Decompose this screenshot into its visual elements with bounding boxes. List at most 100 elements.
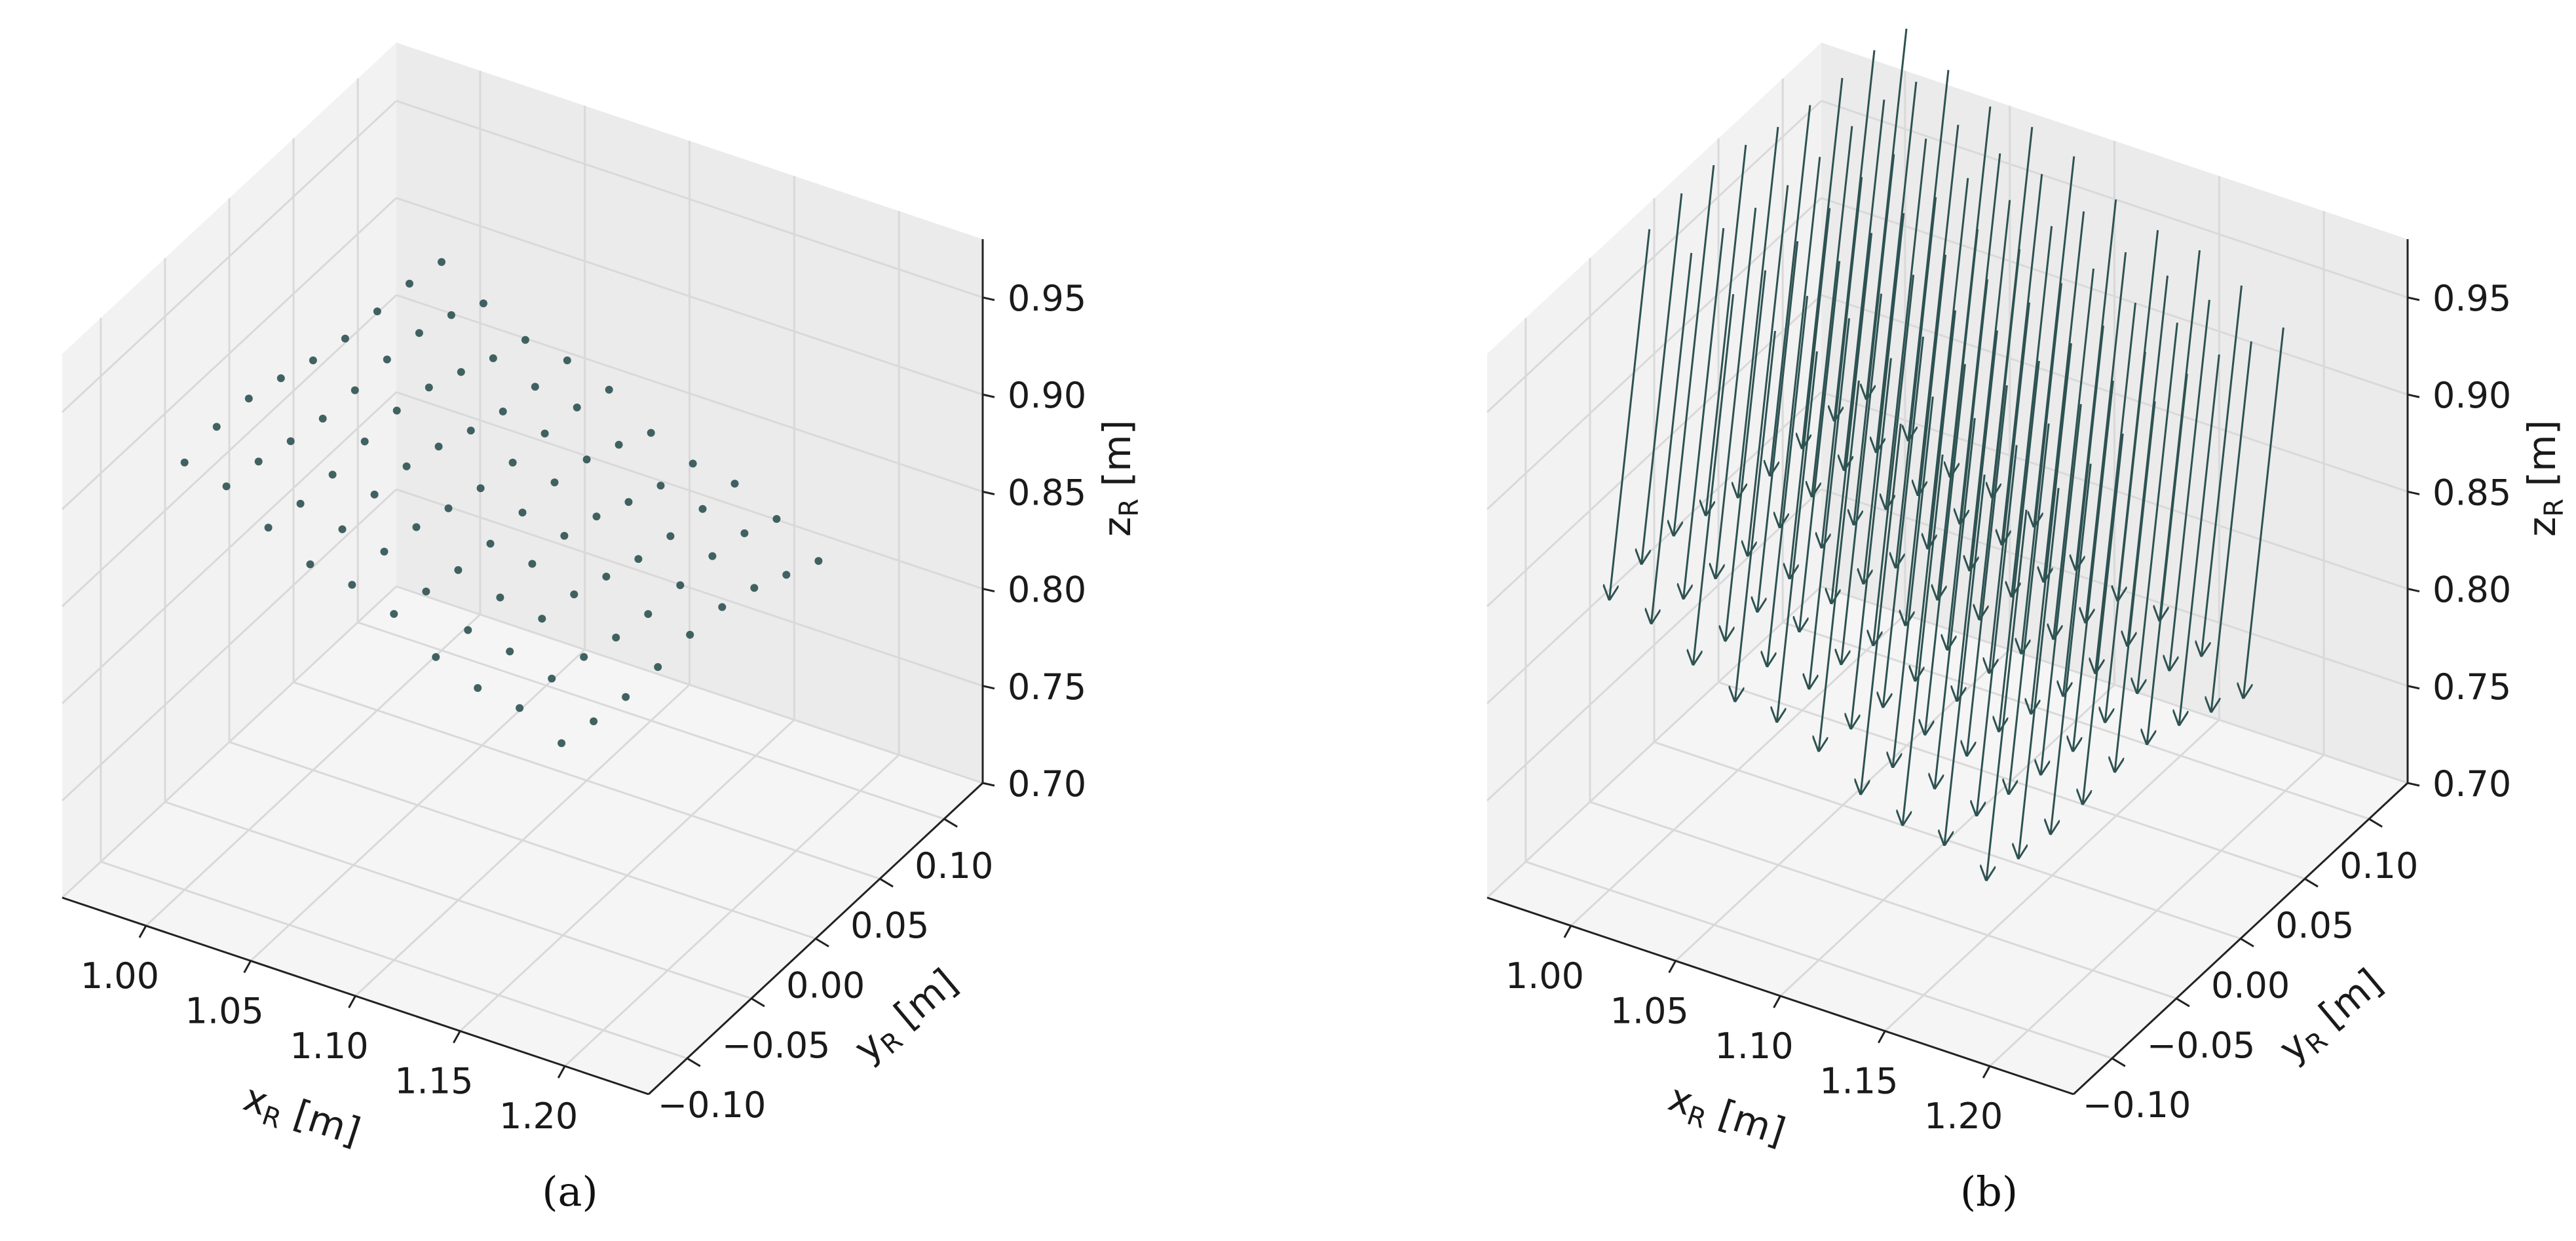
- vector-arrow: [1735, 330, 1776, 700]
- vector-arrow: [1777, 351, 1818, 721]
- y-tick: [2176, 997, 2190, 1008]
- z-tick: [982, 296, 995, 301]
- data-point: [708, 552, 717, 560]
- vector-arrow: [1819, 380, 1860, 750]
- data-point: [528, 560, 537, 568]
- vector-arrow: [2012, 226, 2053, 596]
- x-tick-label: 1.20: [1924, 1096, 2003, 1137]
- vector-arrow: [2115, 401, 2156, 771]
- vector-arrow: [2179, 354, 2220, 724]
- data-point: [656, 482, 665, 490]
- z-tick-label: 0.90: [1008, 375, 1086, 416]
- y-tick: [687, 1057, 701, 1067]
- vector-arrow: [2147, 373, 2188, 743]
- panel-b-label: (b): [1960, 1168, 2018, 1215]
- z-tick-label: 0.80: [1008, 569, 1086, 611]
- grid-line: [61, 294, 398, 607]
- vector-arrow: [2063, 325, 2104, 695]
- data-point: [296, 499, 305, 508]
- x-tick-label: 1.00: [1506, 955, 1584, 997]
- vector-arrow: [2018, 487, 2060, 858]
- x-tick-label: 1.05: [1610, 990, 1689, 1031]
- grid-line: [1589, 801, 2177, 1000]
- x-tick: [1773, 995, 1781, 1008]
- data-point: [383, 355, 391, 364]
- grid-line: [61, 197, 398, 510]
- x-tick: [1982, 1065, 1991, 1079]
- y-tick-label: −0.10: [658, 1084, 766, 1126]
- vector-arrow: [1986, 509, 2028, 879]
- z-tick: [2407, 782, 2420, 787]
- y-tick: [2240, 938, 2254, 947]
- vector-arrow: [1726, 270, 1767, 640]
- panel-a-3d-scatter: 1.00 1.05 1.10 1.15 1.20 −0.10 −0.05 0.00 0.05 0.…: [61, 43, 1145, 1159]
- vector-arrow: [1610, 229, 1651, 599]
- vector-arrow: [2086, 252, 2127, 622]
- grid-line: [1525, 860, 2113, 1060]
- vector-arrow: [2169, 299, 2210, 670]
- data-point: [590, 717, 598, 725]
- vector-arrow: [1916, 310, 1956, 680]
- data-point: [580, 653, 588, 661]
- y-tick: [943, 818, 958, 828]
- vector-arrow: [1861, 423, 1902, 793]
- data-point: [338, 525, 347, 533]
- data-point: [402, 462, 411, 470]
- z-tick-label: 0.95: [2433, 278, 2511, 319]
- vector-arrow: [1748, 185, 1789, 555]
- data-point: [476, 484, 485, 493]
- vector-arrow: [1864, 213, 1905, 582]
- data-point: [602, 573, 611, 581]
- data-point: [531, 383, 539, 391]
- z-tick: [2407, 393, 2420, 398]
- vector-arrow: [2054, 268, 2094, 638]
- vector-arrow: [1716, 208, 1757, 577]
- grid-line: [61, 488, 398, 801]
- grid-line: [396, 488, 983, 687]
- data-point: [624, 498, 633, 506]
- data-point: [518, 508, 527, 517]
- vector-arrow: [2044, 211, 2085, 581]
- z-tick: [982, 490, 995, 495]
- vector-arrow: [2076, 199, 2117, 569]
- z-tick-label: 0.75: [2433, 666, 2511, 708]
- vector-arrow: [2002, 174, 2043, 544]
- data-point: [676, 581, 685, 590]
- grid-line: [396, 585, 983, 784]
- vector-arrow: [1948, 279, 1988, 649]
- data-point: [222, 482, 231, 491]
- vector-arrow: [1977, 445, 2018, 814]
- data-point: [341, 334, 349, 343]
- z-axis-label: zR [m]: [2520, 420, 2569, 537]
- vector-arrow: [1768, 296, 1809, 666]
- x-axis-label: xR [m]: [1661, 1075, 1790, 1159]
- vector-arrow: [1908, 69, 1950, 440]
- z-tick: [982, 685, 995, 690]
- vector-arrow: [2022, 282, 2062, 653]
- z-tick: [2407, 490, 2420, 495]
- data-point: [479, 299, 487, 307]
- data-point: [457, 368, 465, 376]
- z-tick: [982, 393, 995, 398]
- data-point: [244, 394, 253, 403]
- data-point: [499, 408, 507, 415]
- data-point: [570, 590, 578, 599]
- data-point: [180, 458, 189, 467]
- data-point: [550, 478, 559, 487]
- grid-line: [1821, 197, 2408, 396]
- x-tick: [557, 1065, 566, 1079]
- data-point: [654, 663, 662, 671]
- x-tick-label: 1.00: [81, 955, 159, 997]
- vector-arrow: [1866, 28, 1908, 398]
- vector-arrow: [1844, 99, 1885, 469]
- y-tick-label: 0.00: [2211, 965, 2290, 1006]
- y-tick-label: −0.05: [2147, 1025, 2255, 1066]
- vector-arrow: [1874, 275, 1915, 645]
- data-point: [486, 539, 495, 548]
- z-tick-label: 0.95: [1008, 278, 1086, 319]
- x-tick-label: 1.20: [499, 1096, 578, 1137]
- data-point: [592, 512, 601, 521]
- grid-line: [164, 801, 752, 1000]
- data-point: [264, 524, 273, 532]
- data-point: [286, 437, 295, 446]
